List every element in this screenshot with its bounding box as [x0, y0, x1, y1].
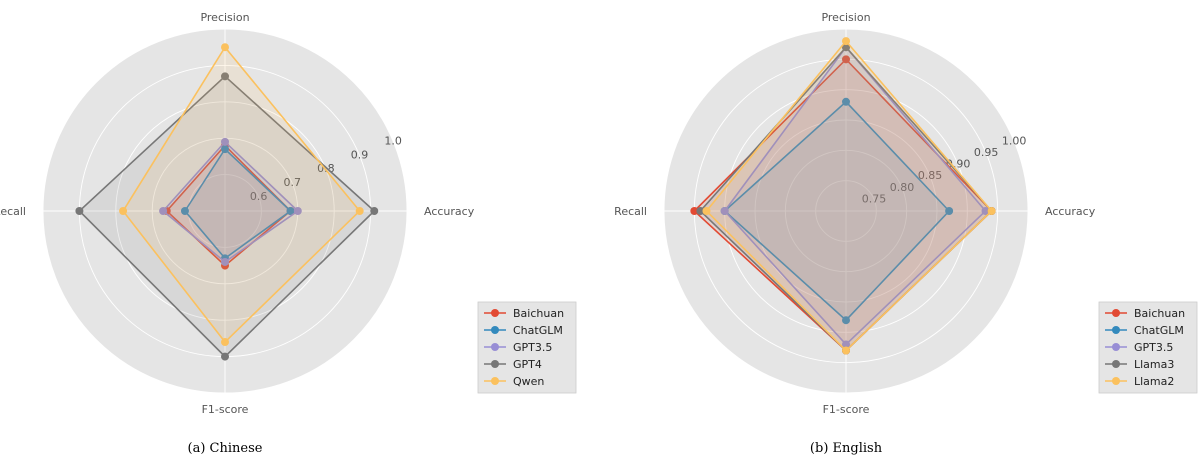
legend-label: ChatGLM	[1134, 324, 1184, 337]
legend-marker	[1112, 360, 1120, 368]
series-gpt3.5-point	[842, 340, 850, 349]
legend-label: GPT4	[513, 358, 542, 371]
legend-marker	[1112, 326, 1120, 334]
axis-label-f1-score: F1-score	[202, 403, 249, 416]
radial-tick-label: 0.85	[918, 169, 943, 182]
series-gpt3.5-point	[720, 207, 729, 215]
series-chatglm-point	[842, 97, 850, 106]
legend-marker	[491, 360, 499, 368]
series-llama2-point	[702, 207, 711, 215]
series-qwen-point	[221, 43, 229, 52]
figure-caption: (b) English	[810, 441, 883, 456]
axis-label-recall: Recall	[614, 205, 647, 218]
radar-chart-1: 0.60.70.80.91.0AccuracyPrecisionRecallF1…	[0, 11, 577, 456]
axis-label-accuracy: Accuracy	[424, 205, 475, 218]
series-llama3-point	[842, 43, 850, 52]
legend-label: ChatGLM	[513, 324, 563, 337]
radial-tick-label: 0.7	[284, 176, 302, 189]
radial-tick-label: 0.80	[890, 181, 915, 194]
series-gpt4-point	[370, 207, 379, 215]
radial-tick-label: 0.75	[862, 192, 887, 205]
axis-label-precision: Precision	[200, 11, 249, 24]
legend: Baichuan ChatGLM GPT3.5 GPT4 Qwen	[477, 301, 577, 394]
radar-chart-2: 0.750.800.850.900.951.00AccuracyPrecisio…	[614, 11, 1198, 456]
radial-tick-label: 0.6	[250, 190, 268, 203]
legend-label: Qwen	[513, 375, 544, 388]
legend-marker	[1112, 343, 1120, 351]
series-gpt4-point	[221, 72, 229, 81]
series-chatglm-point	[842, 316, 850, 325]
legend-marker	[491, 377, 499, 385]
legend-label: GPT3.5	[1134, 341, 1173, 354]
series-chatglm-point	[221, 145, 229, 154]
radial-tick-label: 1.0	[384, 134, 402, 147]
axis-label-precision: Precision	[821, 11, 870, 24]
series-gpt4-point	[221, 352, 229, 361]
series-llama3-point	[696, 207, 705, 215]
series-llama2-point	[842, 346, 850, 355]
series-gpt4-point	[75, 207, 84, 215]
series-llama2-point	[987, 207, 996, 215]
legend-marker	[1112, 377, 1120, 385]
legend-label: Llama2	[1134, 375, 1174, 388]
series-gpt3.5-point	[293, 207, 302, 215]
radial-tick-label: 0.9	[351, 148, 369, 161]
legend-marker	[491, 343, 499, 351]
series-qwen-point	[221, 338, 229, 347]
axis-label-accuracy: Accuracy	[1045, 205, 1096, 218]
axis-label-f1-score: F1-score	[823, 403, 870, 416]
legend-label: Baichuan	[1134, 307, 1185, 320]
series-gpt3.5-point	[221, 257, 229, 266]
legend-label: Llama3	[1134, 358, 1174, 371]
series-baichuan-point	[842, 55, 850, 64]
radial-tick-label: 1.00	[1002, 134, 1027, 147]
radial-tick-label: 0.95	[974, 146, 999, 159]
series-baichuan-point	[690, 207, 699, 215]
legend-marker	[1112, 309, 1120, 317]
legend-marker	[491, 326, 499, 334]
figure-caption: (a) Chinese	[188, 441, 263, 456]
legend-label: Baichuan	[513, 307, 564, 320]
legend-marker	[491, 309, 499, 317]
series-chatglm-point	[286, 207, 295, 215]
series-gpt3.5-point	[981, 207, 990, 215]
series-llama2-point	[842, 37, 850, 46]
series-qwen-point	[119, 207, 128, 215]
series-gpt3.5-point	[159, 207, 168, 215]
legend: Baichuan ChatGLM GPT3.5 Llama3 Llama2	[1098, 301, 1198, 394]
series-chatglm-point	[945, 207, 954, 215]
legend-label: GPT3.5	[513, 341, 552, 354]
axis-label-recall: Recall	[0, 205, 26, 218]
series-qwen-point	[355, 207, 364, 215]
series-chatglm-point	[180, 207, 189, 215]
series-gpt3.5-point	[221, 137, 229, 146]
